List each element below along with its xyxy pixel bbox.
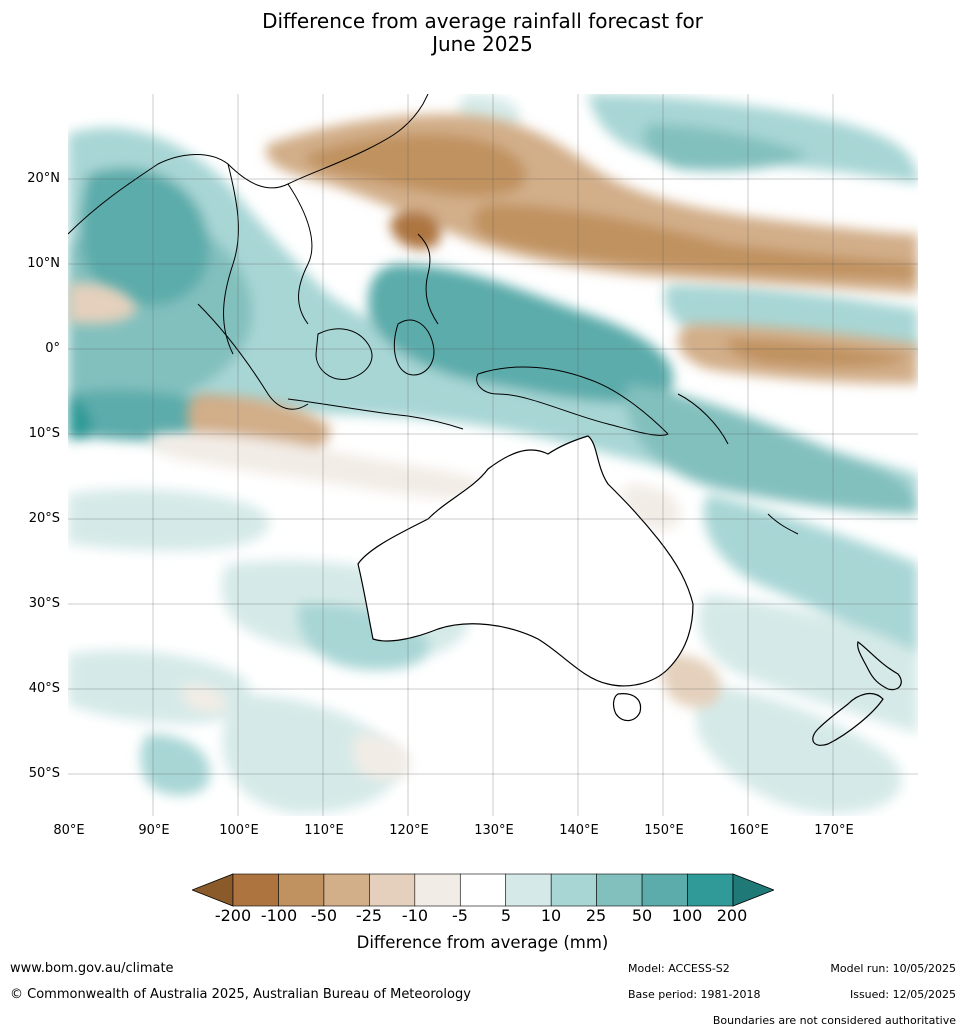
colorbar-tick: -5 xyxy=(452,906,468,925)
lat-label-40s: 40°S xyxy=(28,681,60,696)
colorbar-tick: -25 xyxy=(355,906,383,925)
lat-label-10s: 10°S xyxy=(28,426,60,441)
colorbar-cell xyxy=(323,873,370,907)
model-name: Model: ACCESS-S2 xyxy=(628,962,730,975)
rainfall-map xyxy=(68,94,918,816)
lat-label-50s: 50°S xyxy=(28,766,60,781)
colorbar-label: Difference from average (mm) xyxy=(356,933,609,952)
colorbar-cell xyxy=(232,873,279,907)
colorbar-tick: 10 xyxy=(540,906,562,925)
copyright-text: © Commonwealth of Australia 2025, Austra… xyxy=(10,987,471,1002)
lon-label-120e: 120°E xyxy=(389,823,429,838)
colorbar-arrow-high xyxy=(732,873,774,907)
colorbar-tick: 200 xyxy=(716,906,748,925)
colorbar-cell xyxy=(687,873,734,907)
boundary-disclaimer: Boundaries are not considered authoritat… xyxy=(712,1014,956,1027)
colorbar-tick: 50 xyxy=(631,906,653,925)
lat-label-10n: 10°N xyxy=(27,256,60,271)
graticule xyxy=(68,94,918,816)
website-link[interactable]: www.bom.gov.au/climate xyxy=(10,961,174,976)
lon-label-110e: 110°E xyxy=(304,823,344,838)
colorbar-tick: 100 xyxy=(671,906,703,925)
colorbar-tick: -50 xyxy=(310,906,338,925)
colorbar-tick: 25 xyxy=(585,906,607,925)
colorbar-tick: -200 xyxy=(214,906,252,925)
lat-label-20n: 20°N xyxy=(27,171,60,186)
colorbar-arrow-low xyxy=(192,873,234,907)
lon-label-130e: 130°E xyxy=(474,823,514,838)
colorbar-cell xyxy=(641,873,688,907)
lon-label-80e: 80°E xyxy=(53,823,85,838)
issued-date: Issued: 12/05/2025 xyxy=(849,988,956,1001)
colorbar-cell xyxy=(278,873,325,907)
colorbar-tick: -10 xyxy=(401,906,429,925)
colorbar-cell xyxy=(596,873,643,907)
lon-label-90e: 90°E xyxy=(138,823,170,838)
colorbar-cell xyxy=(505,873,552,907)
title-line-1: Difference from average rainfall forecas… xyxy=(262,9,703,33)
model-run-date: Model run: 10/05/2025 xyxy=(830,962,956,975)
lon-label-160e: 160°E xyxy=(729,823,769,838)
australia-landmass xyxy=(357,435,694,687)
base-period: Base period: 1981-2018 xyxy=(628,988,761,1001)
coastlines xyxy=(68,94,799,535)
colorbar-cell xyxy=(550,873,597,907)
colorbar-cell xyxy=(369,873,416,907)
map-title: Difference from average rainfall forecas… xyxy=(0,10,965,56)
colorbar-cells xyxy=(192,873,774,907)
colorbar-tick: -100 xyxy=(260,906,298,925)
lat-label-30s: 30°S xyxy=(28,596,60,611)
title-line-2: June 2025 xyxy=(432,32,533,56)
lon-label-170e: 170°E xyxy=(814,823,854,838)
lon-label-150e: 150°E xyxy=(644,823,684,838)
lon-label-140e: 140°E xyxy=(559,823,599,838)
dry-anomaly-regions xyxy=(68,114,918,781)
tasmania-landmass xyxy=(612,693,642,722)
lat-label-20s: 20°S xyxy=(28,511,60,526)
colorbar-cell xyxy=(459,873,507,907)
colorbar xyxy=(192,873,774,907)
colorbar-tick: 5 xyxy=(500,906,512,925)
colorbar-cell xyxy=(414,873,461,907)
lat-label-0: 0° xyxy=(45,341,60,356)
lon-label-100e: 100°E xyxy=(219,823,259,838)
